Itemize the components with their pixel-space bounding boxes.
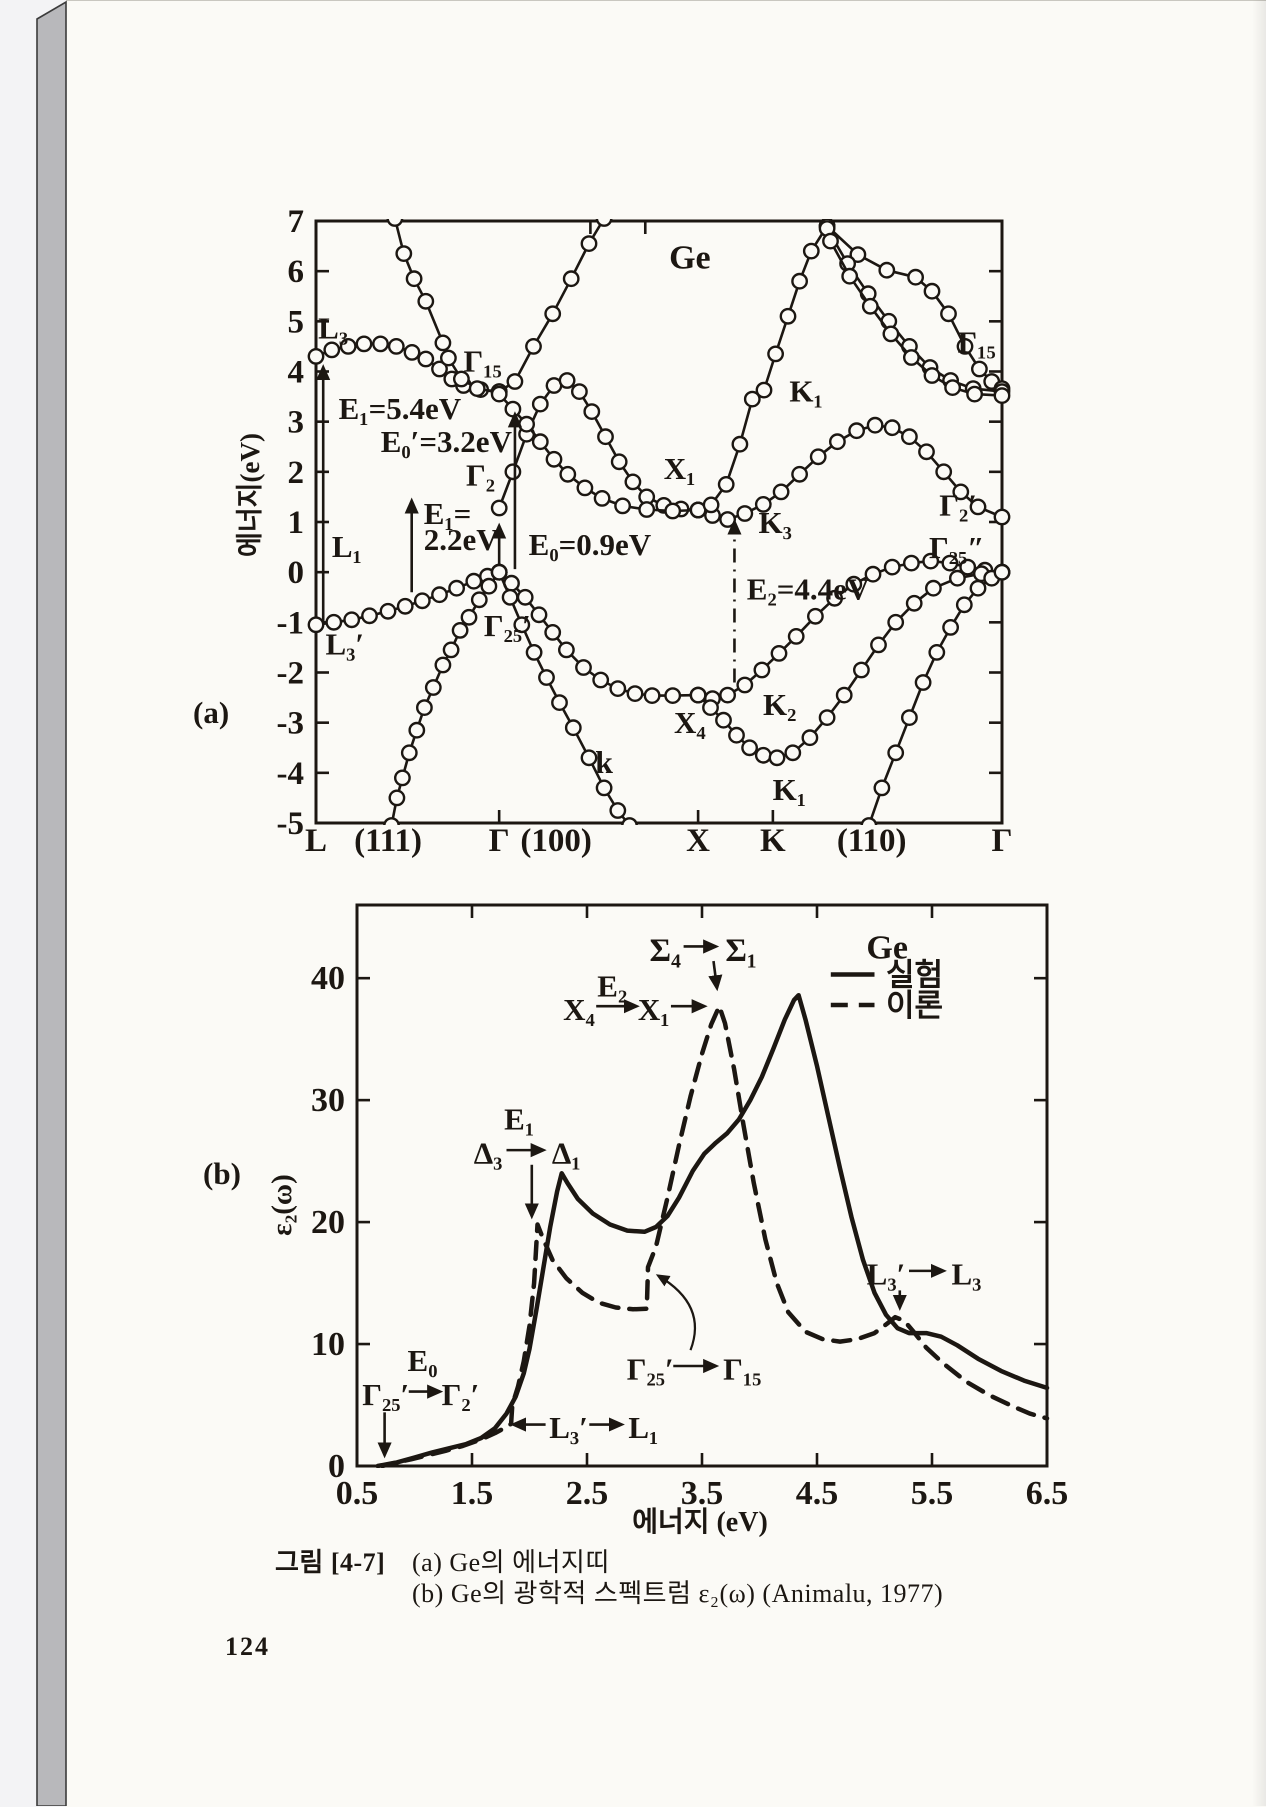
svg-text:2.5: 2.5 (566, 1475, 609, 1512)
svg-text:L₃′: L₃′ (549, 1410, 588, 1445)
svg-text:K₂: K₂ (763, 687, 796, 722)
svg-text:1: 1 (288, 505, 305, 541)
page-number: 124 (225, 1632, 270, 1661)
book-spine-edge (36, 0, 67, 1806)
svg-text:0: 0 (288, 555, 305, 591)
svg-text:Σ₁: Σ₁ (725, 933, 756, 969)
svg-text:(110): (110) (837, 823, 907, 859)
svg-text:Γ₂₅′: Γ₂₅′ (362, 1377, 409, 1412)
svg-text:Γ₂₅′: Γ₂₅′ (484, 608, 531, 643)
svg-text:Γ: Γ (992, 823, 1013, 859)
x-axis-title-spectrum-chart: 에너지 (eV) (632, 1507, 768, 1538)
svg-text:40: 40 (311, 960, 345, 997)
svg-text:Ge: Ge (669, 239, 711, 276)
svg-text:실험: 실험 (886, 958, 943, 993)
svg-text:Γ₂: Γ₂ (466, 458, 495, 493)
svg-text:E₀′=3.2eV: E₀′=3.2eV (381, 424, 513, 459)
svg-text:Δ₃: Δ₃ (474, 1136, 503, 1171)
page-right-shadow (1252, 0, 1266, 1806)
svg-text:(111): (111) (354, 823, 422, 859)
svg-text:Γ₁₅: Γ₁₅ (723, 1352, 761, 1387)
figure-caption-line-b: (b) Ge의 광학적 스펙트럼 ε₂(ω) (Animalu, 1977) (412, 1579, 944, 1608)
svg-text:L₃′: L₃′ (867, 1256, 906, 1291)
svg-text:Δ₁: Δ₁ (552, 1136, 581, 1171)
svg-text:3: 3 (288, 405, 305, 441)
svg-text:E₀=0.9eV: E₀=0.9eV (529, 527, 652, 562)
svg-text:E₁: E₁ (504, 1102, 534, 1137)
svg-text:-2: -2 (277, 656, 305, 692)
svg-text:E₂=4.4eV: E₂=4.4eV (747, 571, 870, 606)
svg-text:K₃: K₃ (758, 505, 791, 540)
svg-text:E₀: E₀ (408, 1343, 438, 1378)
svg-text:E₁=: E₁= (424, 496, 472, 531)
svg-text:5: 5 (288, 304, 305, 340)
svg-text:E₁=5.4eV: E₁=5.4eV (339, 391, 462, 426)
y-axis-title-spectrum-chart: ε₂(ω) (266, 1174, 298, 1236)
svg-text:K₁: K₁ (773, 772, 806, 807)
svg-text:L₃: L₃ (318, 311, 348, 346)
svg-text:Ge: Ge (866, 930, 908, 967)
svg-text:Γ₁₅: Γ₁₅ (464, 344, 502, 379)
svg-text:K: K (760, 823, 786, 859)
svg-text:30: 30 (311, 1082, 345, 1119)
spine-strip (36, 0, 67, 1806)
svg-text:X: X (686, 823, 710, 859)
svg-text:6.5: 6.5 (1026, 1475, 1069, 1512)
svg-text:Σ₄: Σ₄ (649, 933, 681, 969)
svg-text:2: 2 (288, 455, 305, 491)
svg-text:-4: -4 (277, 756, 305, 792)
svg-text:0: 0 (328, 1448, 345, 1485)
svg-text:Γ₂₅′: Γ₂₅′ (627, 1352, 674, 1387)
svg-text:X₁: X₁ (664, 451, 696, 486)
svg-text:2.2eV: 2.2eV (424, 522, 500, 557)
svg-text:10: 10 (311, 1326, 345, 1363)
band-structure-chart: 7 6 5 4 3 2 1 0 -1 -2 -3 -4 -5 L (111) Γ (100) X K (110) Γ Ge… (277, 204, 1013, 859)
svg-text:K₁: K₁ (789, 374, 822, 409)
svg-text:-5: -5 (277, 806, 305, 842)
svg-text:X₄: X₄ (674, 705, 706, 740)
svg-text:E₂: E₂ (597, 969, 627, 1004)
y-axis-title-band-chart: 에너지(eV) (235, 433, 265, 557)
svg-text:Γ₁₅: Γ₁₅ (957, 325, 995, 360)
svg-text:L₃′: L₃′ (325, 627, 364, 662)
svg-text:(100): (100) (520, 823, 591, 859)
panel-label-a: (a) (193, 695, 230, 730)
panel-label-b: (b) (203, 1156, 241, 1191)
svg-text:Γ₂′: Γ₂′ (442, 1377, 480, 1412)
svg-text:-3: -3 (277, 706, 305, 742)
svg-text:L₁: L₁ (628, 1410, 658, 1445)
svg-text:1.5: 1.5 (451, 1475, 494, 1512)
svg-text:L₃: L₃ (952, 1256, 982, 1291)
svg-text:3.5: 3.5 (681, 1475, 724, 1512)
svg-text:Γ: Γ (489, 823, 510, 859)
svg-text:Γ₂₅″: Γ₂₅″ (929, 530, 984, 565)
svg-text:0.5: 0.5 (336, 1475, 379, 1512)
svg-text:-1: -1 (277, 605, 305, 641)
svg-text:6: 6 (288, 254, 305, 290)
svg-text:X₄: X₄ (563, 992, 595, 1027)
svg-text:4: 4 (288, 355, 305, 391)
figure-caption-label: 그림 [4-7] (275, 1548, 386, 1577)
svg-text:20: 20 (311, 1204, 345, 1241)
figure-caption-line-a: (a) Ge의 에너지띠 (412, 1548, 610, 1577)
svg-text:Γ₂′: Γ₂′ (939, 488, 977, 523)
svg-text:5.5: 5.5 (911, 1475, 954, 1512)
svg-text:X₁: X₁ (638, 992, 670, 1027)
svg-text:4.5: 4.5 (796, 1475, 839, 1512)
x-axis-title-band-chart: k (595, 744, 613, 780)
svg-text:L₁: L₁ (332, 529, 362, 564)
svg-text:이론: 이론 (886, 988, 943, 1023)
svg-text:L: L (305, 823, 327, 859)
svg-text:7: 7 (288, 204, 305, 240)
